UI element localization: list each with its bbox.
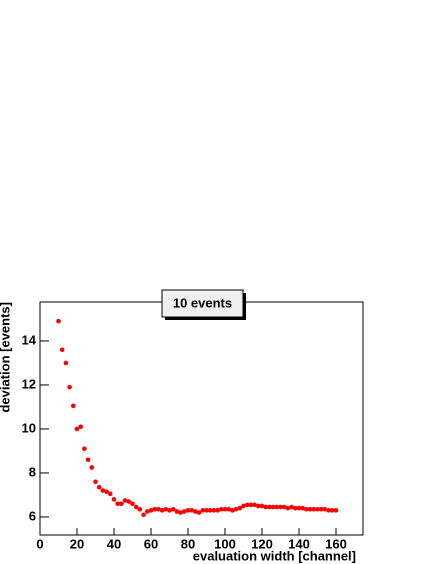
y-tick-label: 12 xyxy=(22,376,36,391)
point xyxy=(130,501,135,507)
point xyxy=(248,502,254,508)
point xyxy=(100,488,106,493)
plot-frame xyxy=(39,301,364,536)
point xyxy=(59,347,65,353)
point xyxy=(333,508,339,513)
point xyxy=(115,501,120,507)
y-tick-label: 6 xyxy=(29,508,36,523)
point xyxy=(200,508,206,513)
point xyxy=(315,506,320,512)
point xyxy=(244,502,250,508)
y-axis-label: deviation [events] xyxy=(0,302,12,413)
point xyxy=(156,506,161,512)
y-tick-label: 14 xyxy=(22,332,37,347)
chart-title: 10 events xyxy=(173,295,232,310)
point xyxy=(326,508,331,513)
point xyxy=(304,506,309,512)
point xyxy=(107,491,113,497)
point xyxy=(63,360,69,366)
x-axis-label: evaluation width [channel] xyxy=(193,548,356,563)
point xyxy=(218,506,224,512)
y-tick-label: 8 xyxy=(29,464,36,479)
point xyxy=(167,508,172,513)
point xyxy=(292,505,298,511)
point xyxy=(196,510,202,515)
x-tick-label: 60 xyxy=(144,536,158,551)
point xyxy=(285,505,291,511)
point xyxy=(185,508,191,513)
point xyxy=(233,506,239,512)
point xyxy=(159,508,165,513)
point xyxy=(318,506,324,512)
point xyxy=(170,506,176,512)
point xyxy=(70,403,76,409)
point xyxy=(152,506,157,512)
point xyxy=(222,506,228,512)
point xyxy=(322,506,328,512)
point xyxy=(307,506,313,512)
point xyxy=(148,508,154,513)
point xyxy=(193,509,198,514)
point xyxy=(263,504,268,510)
point xyxy=(278,504,283,510)
point xyxy=(96,484,102,490)
point xyxy=(215,508,220,513)
point xyxy=(207,508,213,513)
x-tick-label: 100 xyxy=(214,536,236,551)
x-tick-label: 0 xyxy=(36,536,43,551)
point xyxy=(93,479,98,485)
point xyxy=(281,504,287,510)
x-tick-label: 120 xyxy=(251,536,273,551)
point xyxy=(181,509,187,514)
point xyxy=(311,506,317,512)
x-tick-label: 140 xyxy=(288,536,310,551)
point xyxy=(74,426,80,432)
point xyxy=(144,509,150,514)
point xyxy=(296,505,302,511)
point xyxy=(255,503,261,509)
point xyxy=(226,506,231,512)
point xyxy=(211,508,217,513)
y-tick-label: 10 xyxy=(22,420,36,435)
point xyxy=(126,499,132,504)
point xyxy=(189,508,194,513)
point xyxy=(85,457,91,463)
point xyxy=(329,508,335,513)
point xyxy=(230,508,235,513)
point xyxy=(141,512,146,518)
point xyxy=(104,489,109,494)
point xyxy=(174,509,180,514)
point xyxy=(67,384,72,390)
x-tick-label: 160 xyxy=(325,536,347,551)
point xyxy=(137,506,143,512)
point xyxy=(204,508,209,513)
point xyxy=(241,503,246,509)
point xyxy=(237,505,243,511)
point xyxy=(133,504,139,510)
point xyxy=(78,424,83,430)
point xyxy=(259,503,265,509)
x-tick-label: 80 xyxy=(181,536,195,551)
point xyxy=(178,510,183,515)
point xyxy=(119,501,124,507)
point xyxy=(300,505,305,511)
point xyxy=(111,497,117,502)
point xyxy=(122,498,128,503)
point xyxy=(89,465,95,470)
x-tick-label: 20 xyxy=(70,536,84,551)
point xyxy=(274,504,280,510)
point xyxy=(252,502,257,508)
title-box xyxy=(161,289,244,318)
point xyxy=(56,318,61,324)
point xyxy=(270,504,276,510)
point xyxy=(267,504,272,510)
point xyxy=(289,504,294,510)
point xyxy=(82,446,87,452)
point xyxy=(163,506,169,512)
x-tick-label: 40 xyxy=(107,536,121,551)
